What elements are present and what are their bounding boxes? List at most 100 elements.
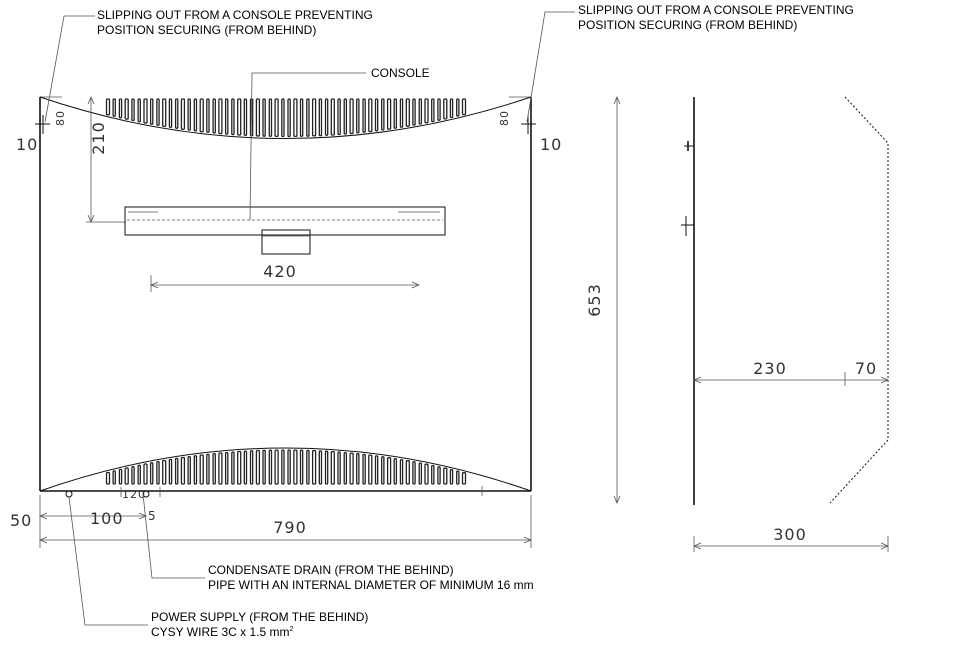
grille-slot bbox=[343, 98, 348, 135]
dim-arrow-420-left bbox=[149, 281, 159, 289]
grille-slot bbox=[199, 98, 204, 133]
leader-condensate-drain bbox=[142, 493, 205, 579]
leader-securing-left bbox=[44, 15, 95, 123]
grille-slot bbox=[137, 98, 141, 123]
dim-arrow-420-right bbox=[411, 281, 421, 289]
dim-arrow-653-bottom bbox=[613, 495, 621, 505]
grille-slot bbox=[168, 98, 173, 129]
grille-slot bbox=[237, 450, 242, 485]
grille-slot bbox=[386, 98, 392, 130]
grille-slot bbox=[162, 98, 167, 128]
grille-slot bbox=[124, 98, 129, 120]
dim-arrow-210-bottom bbox=[87, 214, 95, 224]
grille-slot bbox=[206, 453, 210, 485]
grille-slot bbox=[231, 98, 235, 136]
grille-slot bbox=[311, 449, 317, 485]
grille-slot bbox=[412, 98, 416, 126]
dim-arrow-790-right bbox=[523, 536, 533, 544]
grille-slot bbox=[356, 98, 360, 134]
height-dimension: 653 bbox=[585, 95, 621, 505]
grille-slot bbox=[131, 98, 135, 122]
grille-slot bbox=[249, 450, 254, 485]
dim-arrow-100-right bbox=[138, 512, 148, 520]
grille-slot bbox=[456, 98, 460, 117]
grille-slot bbox=[461, 98, 467, 116]
grille-slot bbox=[449, 98, 454, 119]
grille-slot bbox=[318, 450, 323, 485]
grille-slot bbox=[143, 463, 148, 485]
grille-slot bbox=[418, 98, 423, 125]
grille-slot bbox=[149, 462, 154, 485]
dim-label-top-left-80: 80 bbox=[54, 110, 67, 126]
grille-slot bbox=[449, 469, 454, 485]
grille-slot bbox=[243, 98, 248, 137]
grille-slot bbox=[456, 470, 460, 485]
grille-slot bbox=[268, 98, 273, 137]
dim-label-120: 120 bbox=[122, 488, 146, 501]
right-securing-screw bbox=[521, 115, 536, 134]
dim-label-top-right-80: 80 bbox=[498, 110, 511, 126]
grille-slot bbox=[187, 455, 191, 485]
grille-slot bbox=[349, 98, 354, 135]
grille-slot bbox=[281, 449, 285, 485]
grille-slot bbox=[324, 450, 329, 485]
grille-slot bbox=[274, 98, 279, 138]
dim-arrow-653-top bbox=[613, 95, 621, 105]
grille-slot bbox=[112, 470, 116, 485]
grille-slot bbox=[187, 98, 191, 131]
grille-slot bbox=[218, 452, 223, 485]
grille-slot bbox=[306, 98, 310, 137]
dim-label-left-10: 10 bbox=[16, 135, 38, 154]
grille-slot bbox=[318, 98, 323, 137]
console-mount-block bbox=[261, 229, 311, 255]
grille-slot bbox=[437, 98, 441, 121]
callout-drain-1: CONDENSATE DRAIN (FROM THE BEHIND) bbox=[208, 563, 454, 577]
grille-slot bbox=[405, 98, 410, 127]
grille-slot bbox=[368, 454, 373, 485]
grille-slot bbox=[399, 458, 404, 485]
callout-console: CONSOLE bbox=[371, 66, 430, 80]
callout-securing-right-2: POSITION SECURING (FROM BEHIND) bbox=[578, 18, 797, 32]
grille-slot bbox=[137, 464, 141, 485]
dim-label-50: 50 bbox=[10, 511, 32, 530]
left-securing-screw bbox=[35, 115, 50, 134]
grille-slot bbox=[180, 456, 186, 485]
grille-slot bbox=[368, 98, 373, 133]
grille-slot bbox=[405, 460, 410, 485]
grille-slot bbox=[293, 449, 298, 485]
grille-slot bbox=[224, 451, 229, 485]
grille-slot bbox=[212, 98, 216, 134]
grille-slot bbox=[399, 98, 404, 128]
leader-securing-right bbox=[526, 11, 575, 123]
grille-slot bbox=[174, 98, 179, 129]
grille-slot bbox=[180, 98, 186, 130]
dim-arrow-300-right bbox=[880, 542, 890, 550]
grille-slot bbox=[381, 456, 385, 485]
grille-slot bbox=[243, 450, 248, 485]
grille-slot bbox=[174, 457, 179, 485]
grille-slot bbox=[124, 467, 129, 485]
grille-slot bbox=[437, 466, 441, 485]
grille-slot bbox=[206, 98, 210, 134]
grille-slot bbox=[212, 452, 216, 485]
grille-slot bbox=[149, 98, 154, 125]
grille-slot bbox=[237, 98, 242, 136]
grille-slot bbox=[324, 98, 329, 136]
callout-securing-left-2: POSITION SECURING (FROM BEHIND) bbox=[97, 23, 316, 37]
grille-slot bbox=[287, 449, 291, 485]
callout-power-1: POWER SUPPLY (FROM THE BEHIND) bbox=[151, 610, 368, 624]
grille-slot bbox=[443, 98, 448, 120]
grille-slot bbox=[431, 98, 435, 123]
front-view bbox=[35, 96, 536, 498]
grille-slot bbox=[362, 453, 366, 485]
grille-slot bbox=[381, 98, 385, 131]
grille-slot bbox=[386, 457, 392, 485]
grille-slot bbox=[299, 449, 304, 485]
grille-slot bbox=[306, 449, 310, 485]
grille-slot bbox=[105, 471, 111, 485]
grille-slot bbox=[143, 98, 148, 124]
grille-slot bbox=[224, 98, 229, 135]
grille-slot bbox=[118, 98, 123, 119]
dim-arrow-300-left bbox=[692, 542, 702, 550]
